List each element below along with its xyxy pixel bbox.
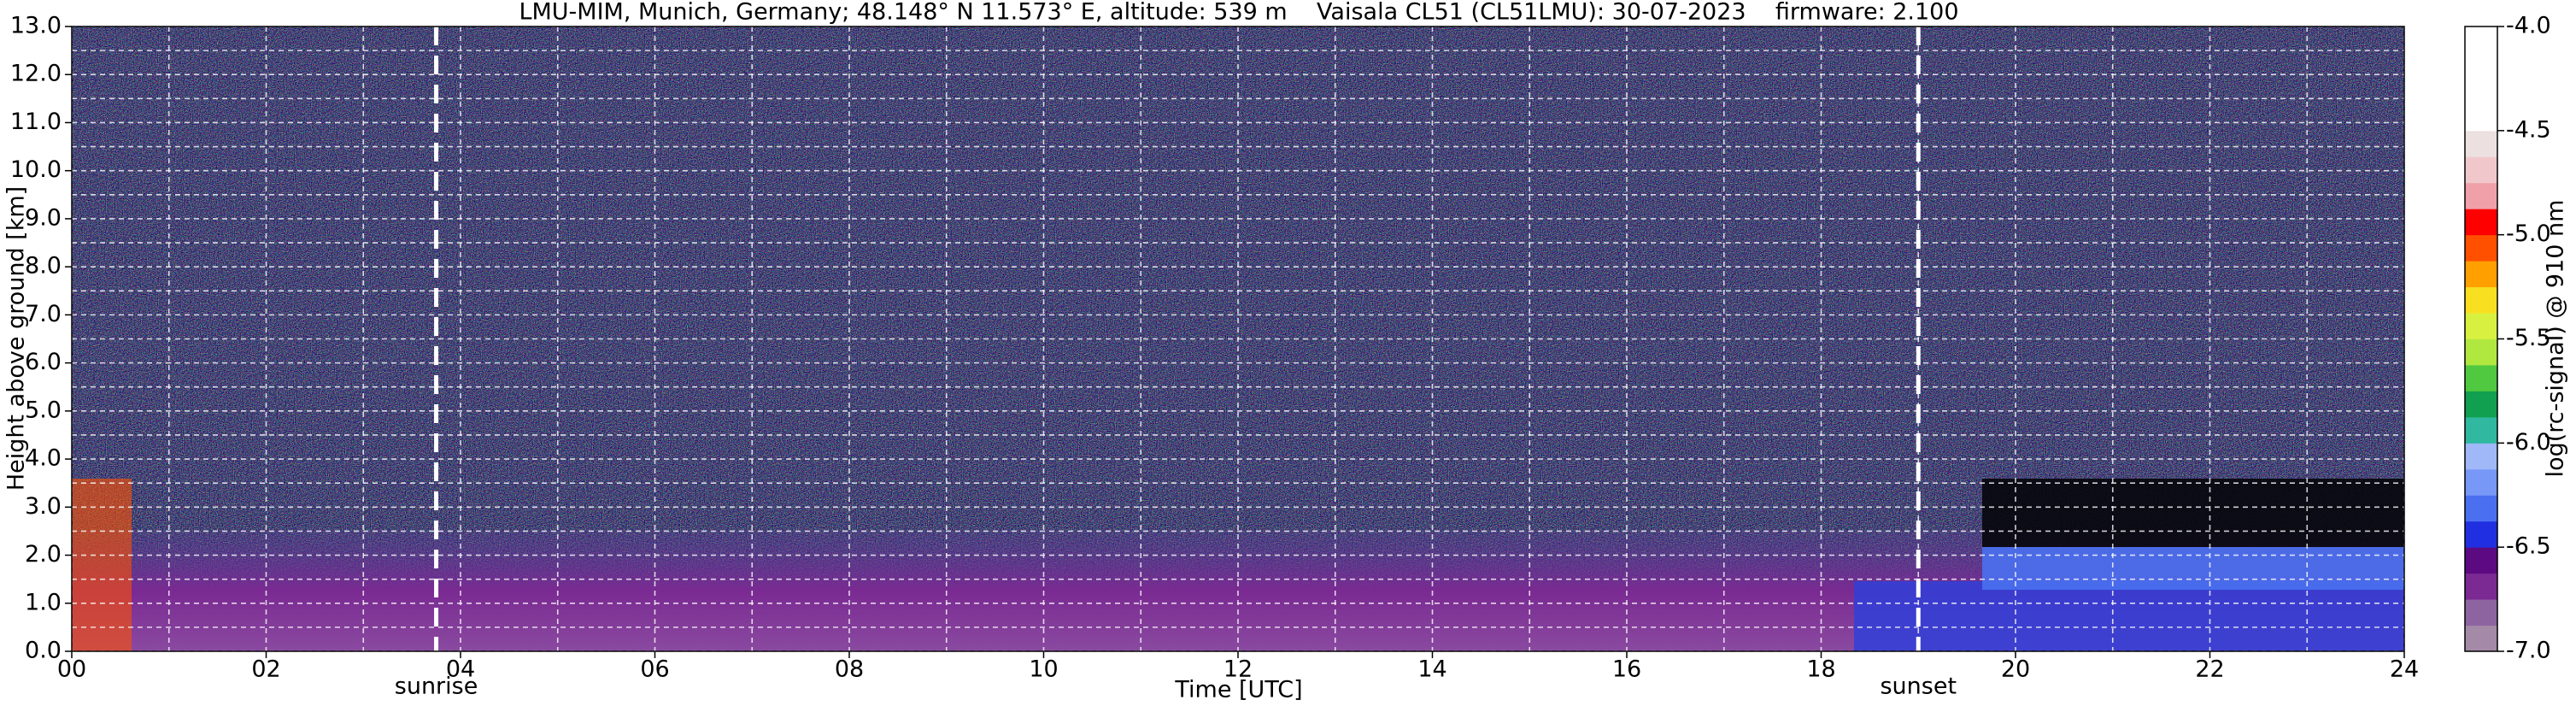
y-tick-label: 4.0 [25, 445, 62, 472]
annotation-label: sunset [1880, 674, 1957, 700]
colorbar-swatch [2465, 313, 2497, 339]
colorbar-tick-label: -5.5 [2506, 325, 2551, 351]
plot-frame [71, 26, 2405, 652]
colorbar-swatch [2465, 104, 2497, 132]
colorbar-swatch [2465, 391, 2497, 418]
colorbar-swatch [2465, 364, 2497, 391]
y-tick-label: 5.0 [25, 397, 62, 423]
x-tick-label: 16 [1612, 656, 1641, 683]
y-tick-label: 6.0 [25, 349, 62, 375]
y-tick-label: 8.0 [25, 253, 62, 279]
colorbar-tick-label: -4.5 [2506, 116, 2551, 143]
colorbar-tick-label: -6.0 [2506, 429, 2551, 456]
y-tick-label: 13.0 [10, 13, 62, 39]
colorbar-swatch [2465, 182, 2497, 209]
colorbar-swatch [2465, 443, 2497, 470]
colorbar-swatch [2465, 52, 2497, 79]
colorbar-tick-label: -5.0 [2506, 221, 2551, 247]
colorbar-swatch [2465, 495, 2497, 522]
x-tick-label: 14 [1417, 656, 1446, 683]
colorbar-swatch [2465, 338, 2497, 366]
colorbar-swatch [2465, 286, 2497, 314]
y-tick-label: 3.0 [25, 493, 62, 520]
x-tick-label: 02 [251, 656, 280, 683]
y-tick-label: 10.0 [10, 156, 62, 183]
colorbar-label: log(rc-signal) @ 910 nm [2543, 200, 2569, 478]
y-tick-label: 11.0 [10, 109, 62, 135]
x-tick-label: 04 [446, 656, 475, 683]
colorbar-tick-label: -4.0 [2506, 13, 2551, 39]
colorbar-swatch [2465, 573, 2497, 600]
colorbar-swatch [2465, 521, 2497, 548]
colorbar-tick-label: -6.5 [2506, 533, 2551, 560]
y-tick-label: 12.0 [10, 61, 62, 87]
x-tick-label: 10 [1029, 656, 1058, 683]
colorbar-swatch [2465, 234, 2497, 262]
colorbar-swatch [2465, 599, 2497, 627]
colorbar-swatch [2465, 209, 2497, 236]
colorbar-swatch [2465, 156, 2497, 184]
colorbar-swatch [2465, 416, 2497, 444]
x-tick-label: 06 [640, 656, 669, 683]
y-tick-label: 0.0 [25, 638, 62, 664]
x-tick-label: 18 [1806, 656, 1835, 683]
colorbar-swatch [2465, 625, 2497, 652]
x-tick-label: 08 [835, 656, 864, 683]
colorbar-tick-label: -7.0 [2506, 638, 2551, 664]
chart-title: LMU-MIM, Munich, Germany; 48.148° N 11.5… [519, 0, 1958, 26]
annotation-label: sunrise [395, 674, 478, 700]
x-axis-label: Time [UTC] [1174, 677, 1302, 703]
colorbar-swatch [2465, 130, 2497, 157]
colorbar-swatch [2465, 547, 2497, 574]
colorbar-swatch [2465, 261, 2497, 288]
x-tick-label: 12 [1223, 656, 1253, 683]
y-tick-label: 7.0 [25, 301, 62, 327]
colorbar-swatch [2465, 26, 2497, 53]
x-tick-label: 00 [57, 656, 86, 683]
x-tick-label: 24 [2390, 656, 2419, 683]
colorbar-swatch [2465, 78, 2497, 105]
y-axis-label: Height above ground [km] [3, 186, 30, 491]
y-tick-label: 9.0 [25, 204, 62, 231]
x-tick-label: 22 [2195, 656, 2224, 683]
y-tick-label: 1.0 [25, 589, 62, 615]
colorbar-swatch [2465, 468, 2497, 496]
x-tick-label: 20 [2001, 656, 2030, 683]
y-tick-label: 2.0 [25, 541, 62, 568]
